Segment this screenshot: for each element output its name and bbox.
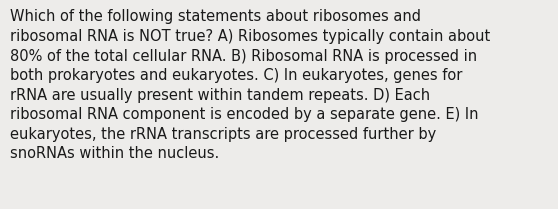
Text: Which of the following statements about ribosomes and
ribosomal RNA is NOT true?: Which of the following statements about … — [10, 9, 490, 161]
